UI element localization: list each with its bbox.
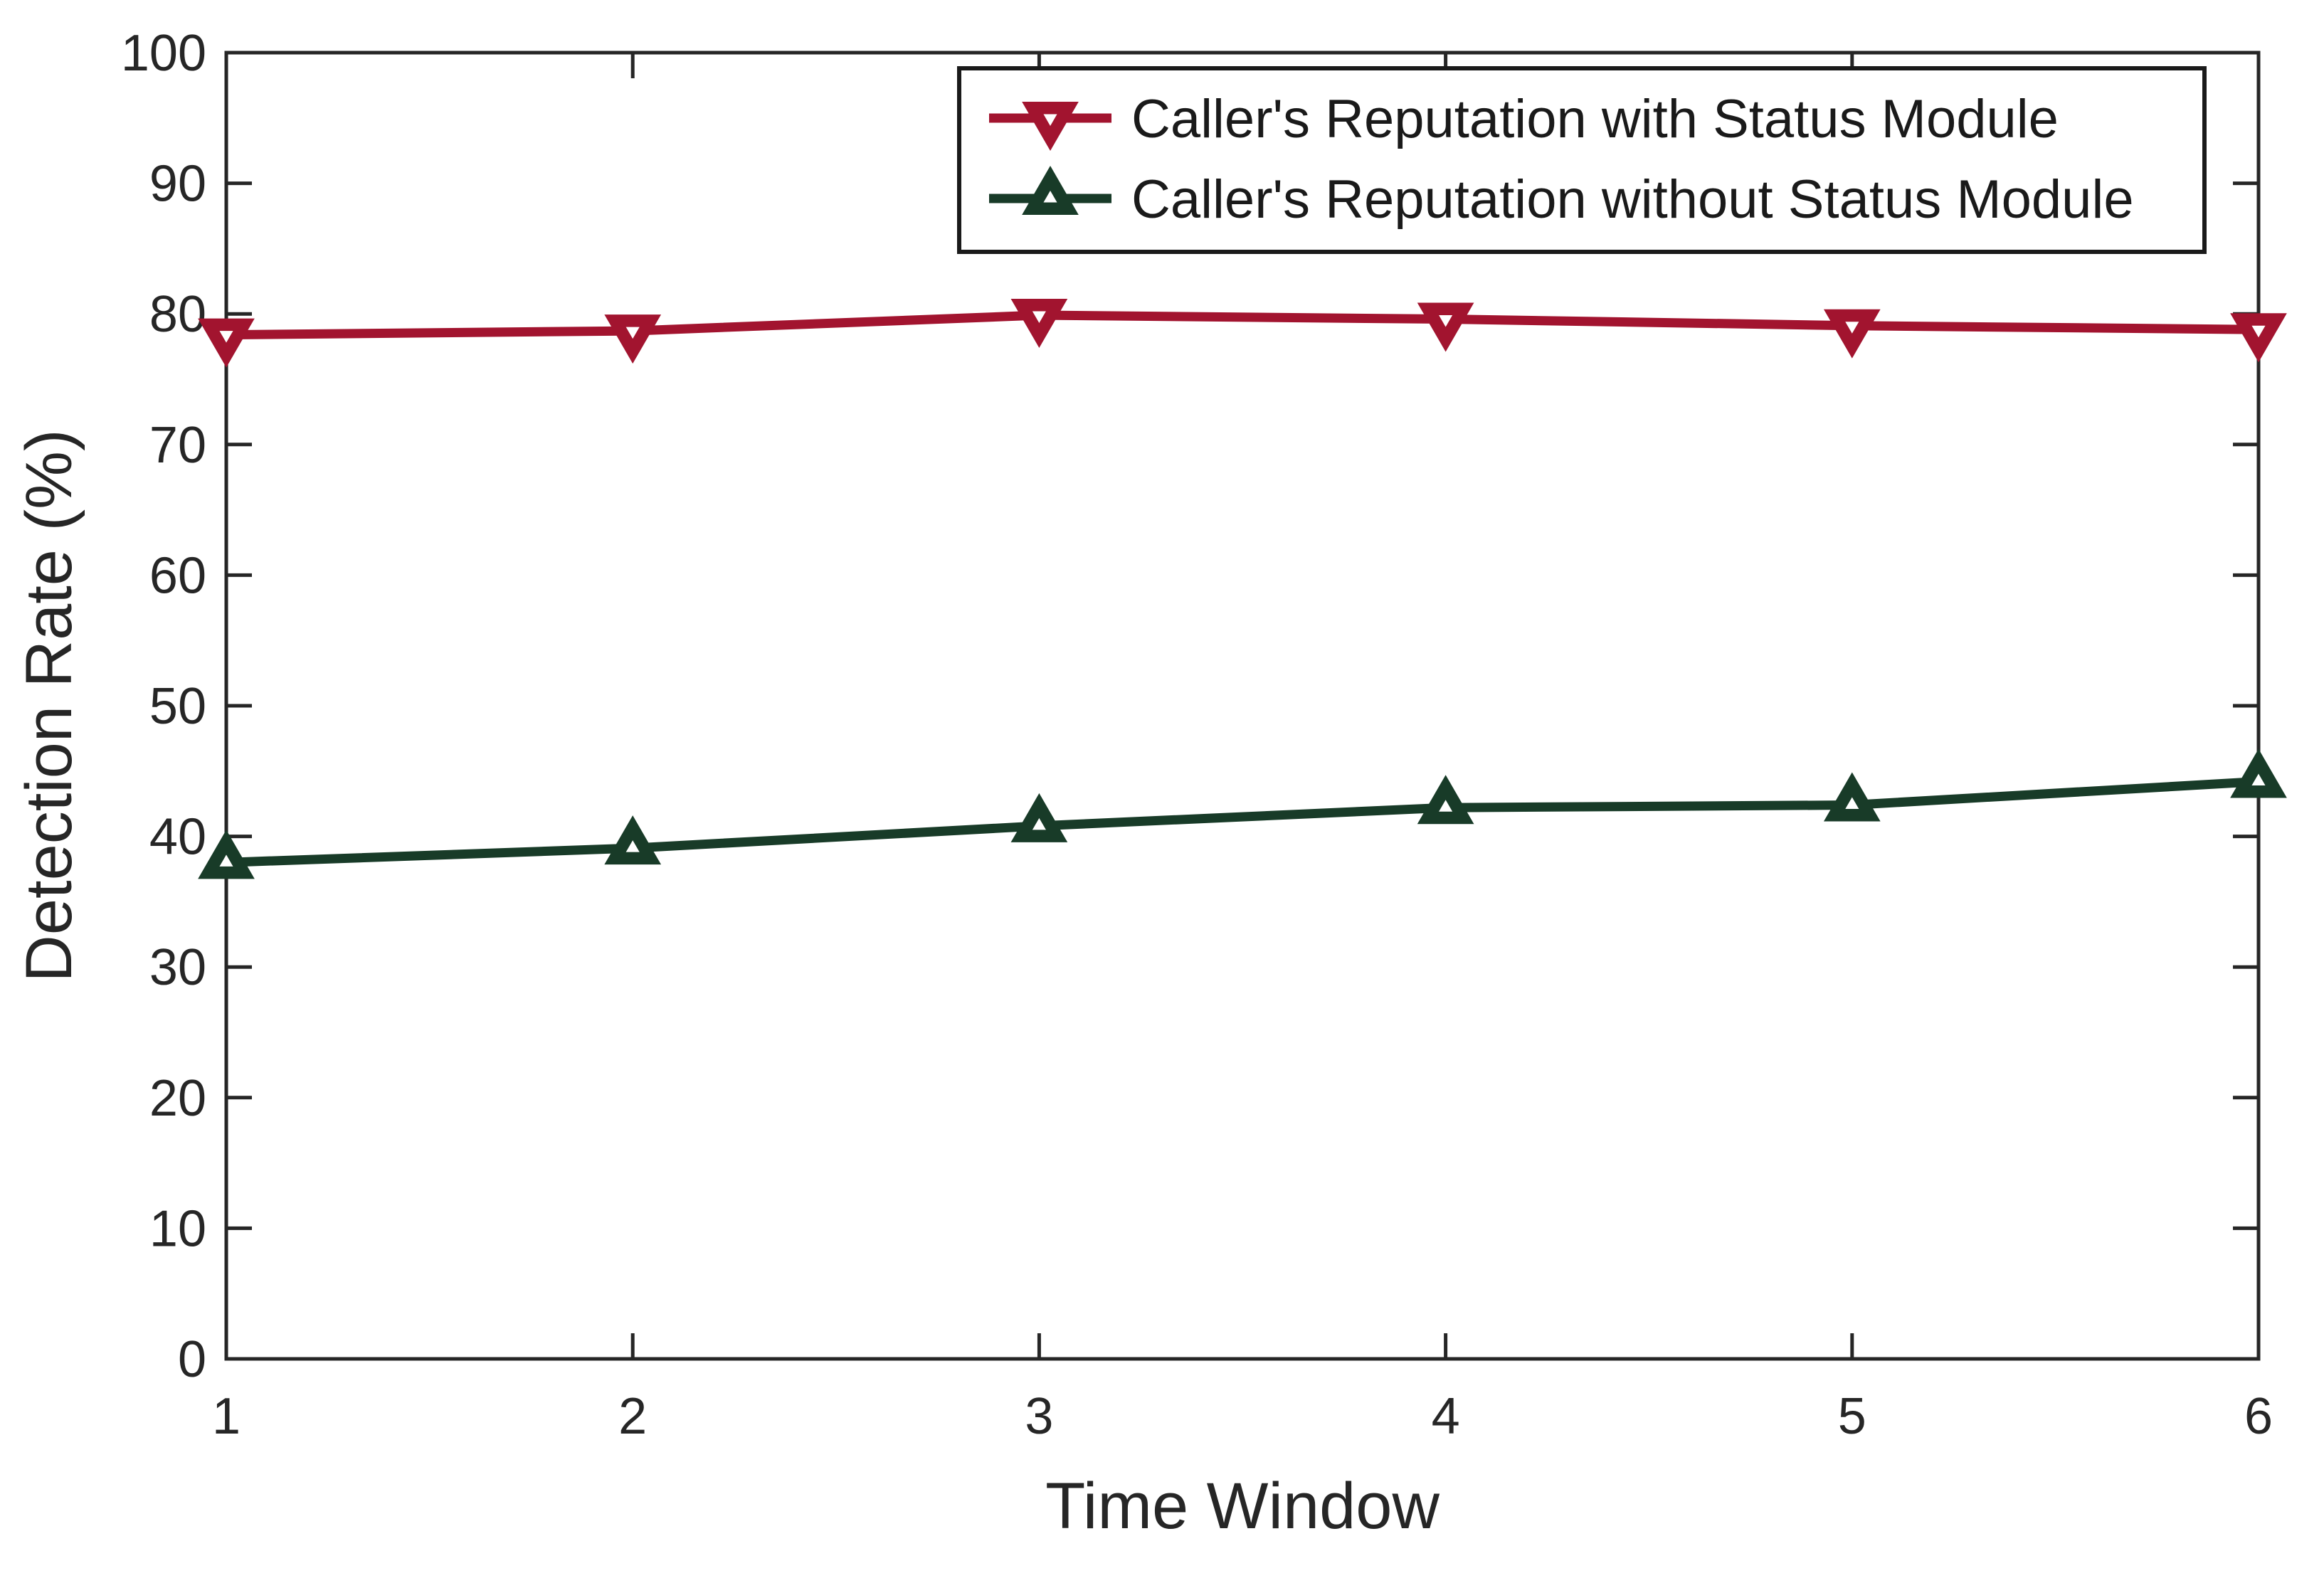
x-tick-label: 2 [618,1388,647,1445]
series-1-marker [604,815,662,865]
y-tick-label: 100 [121,25,206,82]
legend-marker-1 [1022,166,1079,215]
y-tick-label: 60 [149,547,206,604]
series-1-marker-core [219,854,233,867]
x-tick-label: 3 [1025,1388,1053,1445]
series-1-marker [1010,793,1068,842]
series-1-marker [2230,748,2287,798]
x-tick-label: 1 [212,1388,241,1445]
series-0-marker [2230,313,2287,363]
series-0-marker [1823,309,1881,359]
legend-label-0: Caller's Reputation with Status Module [1131,89,2059,149]
y-tick-label: 80 [149,286,206,343]
legend-marker-0 [1022,102,1079,151]
series-0-marker-core [1845,322,1859,334]
y-tick-label: 70 [149,417,206,474]
y-tick-label: 90 [149,156,206,213]
y-axis-label: Detection Rate (%) [13,429,85,982]
x-tick-label: 4 [1432,1388,1460,1445]
x-tick-label: 5 [1838,1388,1866,1445]
y-tick-label: 10 [149,1200,206,1257]
series-1-marker [1417,775,1474,825]
series-1-marker-core [1439,800,1453,812]
series-0-marker-core [2251,325,2266,338]
series-line-0 [226,310,2259,340]
series-line-1 [226,776,2259,867]
legend-label-1: Caller's Reputation without Status Modul… [1131,169,2134,230]
series-0-marker [1010,299,1068,349]
series-1-marker [1823,772,1881,822]
series-0-marker [198,318,255,368]
series-0-marker [1417,302,1474,352]
series-0-marker-core [625,327,640,339]
y-tick-label: 50 [149,678,206,735]
y-tick-label: 0 [178,1331,206,1388]
series-0-marker [604,314,662,364]
legend-box [957,66,2207,254]
legend-marker-core-1 [1043,191,1057,203]
y-tick-label: 30 [149,939,206,996]
series-0-marker-core [1439,315,1453,327]
series-1-marker-core [1032,817,1046,830]
series-1-marker-core [625,840,640,852]
series-1-marker [198,830,255,879]
y-tick-label: 20 [149,1070,206,1127]
series-1-marker-core [1845,797,1859,810]
x-tick-label: 6 [2244,1388,2273,1445]
x-axis-label: Time Window [1045,1470,1440,1542]
y-tick-label: 40 [149,809,206,866]
series-0-marker-core [219,331,233,343]
series-0-marker-core [1032,311,1046,324]
series-1-marker-core [2251,773,2266,785]
legend-marker-core-0 [1043,114,1057,126]
